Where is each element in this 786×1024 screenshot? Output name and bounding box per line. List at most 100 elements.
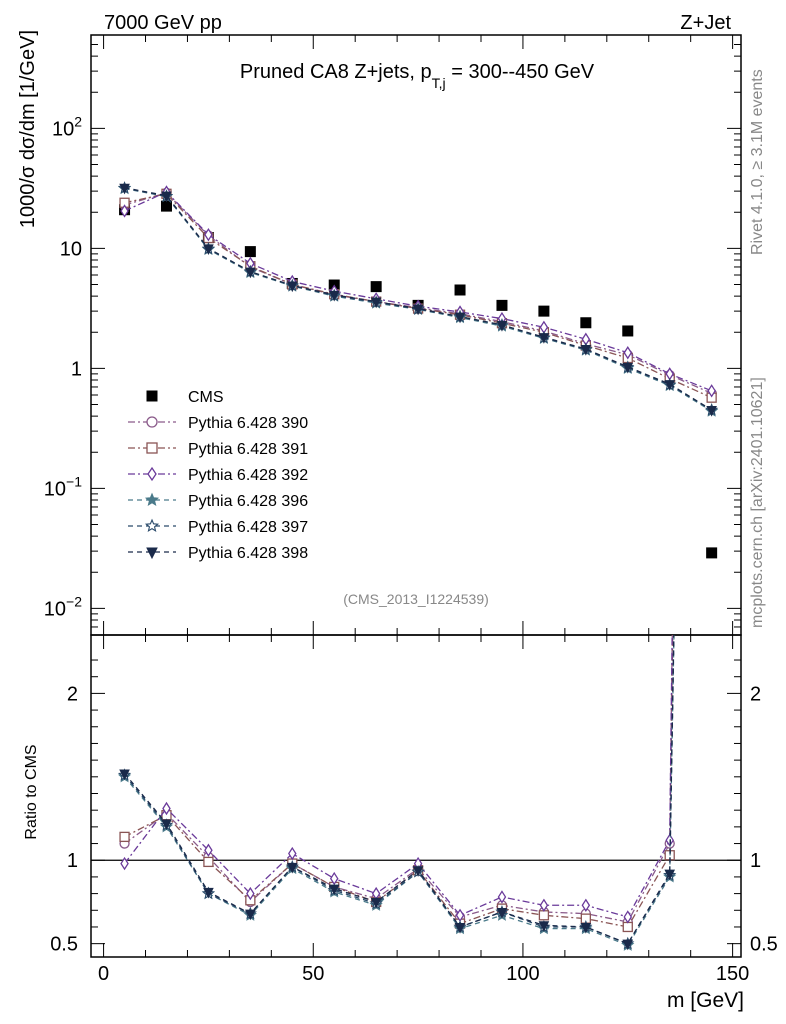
data-point (203, 244, 214, 255)
data-point (147, 466, 157, 482)
data-point (120, 204, 129, 218)
ratio-plot-frame (90, 634, 742, 958)
data-point (370, 297, 382, 309)
data-point (245, 267, 256, 279)
ratio-panel: 0.5 0.5 1 1 2 2 0 50 100 150 Ratio to CMS m [GeV… (23, 634, 778, 1012)
data-point (538, 305, 550, 317)
data-point (120, 856, 129, 871)
legend-label: Pythia 6.428 398 (188, 545, 308, 562)
ratio-line (124, 635, 673, 923)
series-pythia-6-428-398 (119, 183, 717, 417)
main-panel: Pruned CA8 Z+jets, pT,j = 300--450 GeV 1… (17, 30, 742, 636)
data-point (146, 442, 158, 454)
data-point (454, 312, 466, 324)
x-tick-label: 100 (506, 963, 539, 985)
data-point (288, 846, 297, 861)
legend-label: Pythia 6.428 391 (188, 441, 308, 458)
data-point (246, 886, 255, 901)
data-point (580, 345, 592, 356)
main-y-tick-label: 10−2 (44, 593, 82, 620)
ratio-series-pythia-6-428-390 (119, 635, 675, 928)
data-point (622, 362, 634, 374)
data-point (538, 910, 550, 921)
series-line (124, 193, 712, 399)
data-point (538, 333, 550, 344)
series-pythia-6-428-396 (117, 181, 719, 417)
data-point (412, 304, 424, 316)
data-point (146, 416, 158, 428)
data-point (203, 856, 214, 868)
legend-entry: Pythia 6.428 392 (128, 466, 308, 484)
data-point (144, 518, 160, 533)
legend-entry: Pythia 6.428 390 (128, 415, 308, 432)
data-point (539, 898, 549, 912)
analysis-label: (CMS_2013_I1224539) (343, 591, 489, 607)
data-point (581, 898, 591, 912)
data-point (538, 921, 550, 932)
data-point (204, 843, 213, 857)
legend-label: CMS (188, 389, 224, 406)
main-y-tick-label: 10−1 (44, 473, 82, 500)
main-y-tick-label: 1 (71, 358, 82, 380)
data-point (119, 831, 130, 843)
main-y-tick-label: 10 (60, 238, 82, 260)
data-point (706, 405, 717, 417)
data-point (286, 862, 298, 874)
data-point (707, 384, 716, 398)
data-point (245, 909, 256, 921)
data-point (496, 907, 508, 919)
legend-entry: CMS (146, 389, 224, 406)
series-line (124, 187, 712, 411)
legend-label: Pythia 6.428 390 (188, 415, 308, 432)
ratio-line (124, 635, 674, 928)
data-point (119, 183, 130, 195)
x-axis-label: m [GeV] (667, 989, 744, 1012)
legend-entry: Pythia 6.428 397 (128, 518, 308, 536)
main-y-tick-label: 102 (52, 113, 82, 140)
plot-title: Pruned CA8 Z+jets, pT,j = 300--450 GeV (240, 61, 595, 91)
data-point (161, 191, 172, 203)
series-line (124, 192, 712, 394)
data-point (412, 866, 424, 877)
header-left: 7000 GeV pp (104, 12, 222, 34)
data-point (162, 801, 171, 816)
data-point (161, 819, 172, 831)
data-point (146, 390, 158, 402)
data-point (497, 890, 507, 904)
data-point (496, 320, 508, 332)
data-point (580, 317, 592, 329)
data-point (623, 910, 633, 924)
ratio-series-pythia-6-428-391 (119, 635, 675, 933)
legend-entry: Pythia 6.428 398 (128, 545, 308, 562)
data-point (664, 380, 676, 391)
data-point (203, 887, 214, 899)
data-point (144, 492, 160, 507)
legend-entry: Pythia 6.428 391 (128, 441, 308, 458)
data-point (496, 299, 508, 311)
rivet-label: Rivet 4.1.0, ≥ 3.1M events (749, 69, 766, 255)
ratio-y-tick-label: 0.5 (50, 934, 78, 956)
data-point (622, 921, 633, 933)
data-point (160, 200, 172, 212)
ratio-line (124, 635, 673, 918)
data-point (244, 246, 256, 258)
data-point (146, 547, 158, 560)
legend-label: Pythia 6.428 396 (188, 493, 308, 510)
series-line (124, 187, 712, 411)
main-y-axis-label: 1000/σ dσ/dm [1/GeV] (17, 30, 39, 228)
ratio-series-pythia-6-428-398 (119, 635, 676, 951)
data-point (454, 922, 466, 934)
data-point (370, 281, 382, 293)
x-tick-label: 150 (716, 963, 749, 985)
ratio-y-tick-label: 2 (67, 683, 78, 705)
ratio-y-tick-label: 1 (67, 850, 78, 872)
x-tick-label: 50 (302, 963, 324, 985)
ratio-y-axis-label: Ratio to CMS (23, 744, 40, 839)
data-point (622, 939, 634, 951)
legend-label: Pythia 6.428 392 (188, 467, 308, 484)
ratio-y-tick-label-right: 1 (750, 850, 761, 872)
data-point (454, 284, 466, 296)
series-pythia-6-428-397 (117, 181, 719, 416)
data-point (623, 346, 633, 360)
